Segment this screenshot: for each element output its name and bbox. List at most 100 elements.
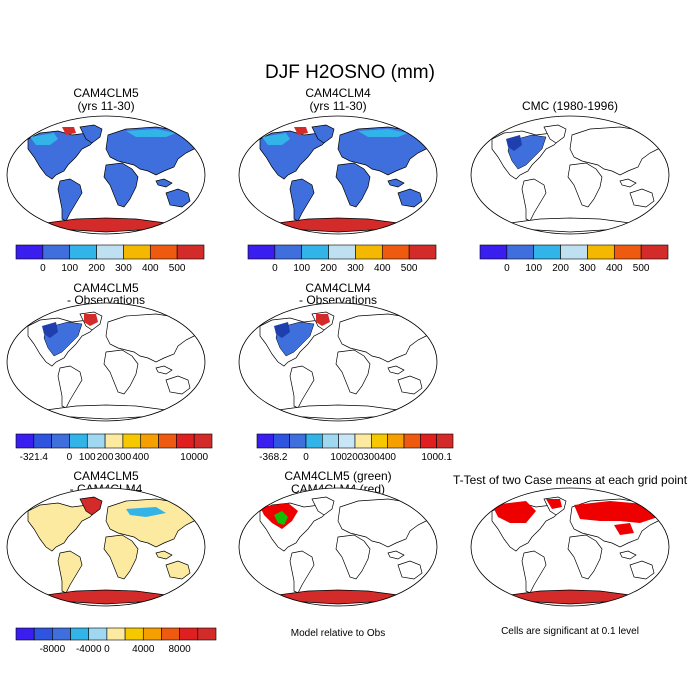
colorbar-label: 200 xyxy=(552,263,569,274)
colorbar-label: 100 xyxy=(330,452,347,463)
colorbar-label: 100 xyxy=(79,452,96,463)
significant-cells xyxy=(492,501,536,523)
snow-field-light xyxy=(358,129,408,137)
panel-subtitle: - Observations xyxy=(299,293,377,307)
map-content xyxy=(7,303,205,421)
colorbar-swatch xyxy=(33,627,53,641)
colorbar-swatch xyxy=(506,244,535,260)
panel-subtitle: (yrs 11-30) xyxy=(309,99,366,113)
colorbar-swatch xyxy=(123,244,151,260)
colorbar-swatch xyxy=(289,433,307,449)
colorbar-label: -4000 xyxy=(76,644,102,655)
map-content xyxy=(7,116,205,234)
colorbar-label: 100 xyxy=(61,263,78,274)
colorbar-swatch xyxy=(149,244,178,260)
colorbar-label: 300 xyxy=(347,263,364,274)
map-frame xyxy=(6,487,206,607)
colorbar-swatch xyxy=(587,244,615,260)
map-panel-p4: CAM4CLM5- Observations xyxy=(6,281,206,422)
map-panel-p7: CAM4CLM5- CAM4CLM4 xyxy=(6,469,206,607)
colorbar-swatch xyxy=(122,433,142,449)
colorbar-label: -368.2 xyxy=(259,452,288,463)
colorbar-label: 200 xyxy=(88,263,105,274)
colorbar-swatch xyxy=(69,433,88,449)
panel-title: T-Test of two Case means at each grid po… xyxy=(453,473,688,487)
colorbar-label: -8000 xyxy=(40,644,66,655)
colorbar-label: 10000 xyxy=(180,452,208,463)
panel-title: CAM4CLM5 (green) xyxy=(284,469,391,483)
snow-field-dense xyxy=(506,135,522,151)
map-content xyxy=(471,116,669,234)
map-frame xyxy=(238,115,438,235)
panel-subtitle: - Observations xyxy=(67,293,145,307)
colorbar-swatch xyxy=(371,433,388,449)
colorbar-label: 400 xyxy=(606,263,623,274)
colorbar-swatch xyxy=(15,433,35,449)
figure-title: DJF H2OSNO (mm) xyxy=(265,62,435,83)
colorbar-swatch xyxy=(420,433,437,449)
diff-negative xyxy=(126,507,166,517)
colorbar-label: 8000 xyxy=(169,644,192,655)
colorbar-abs: 0 100 200 300 400 500 xyxy=(479,244,669,274)
panel-title: CAM4CLM4 xyxy=(305,86,371,100)
map-panel-p8: CAM4CLM5 (green)CAM4CLM4 (red)Model rela… xyxy=(238,469,438,639)
significant-cells xyxy=(574,501,658,523)
colorbar-swatch xyxy=(305,433,323,449)
map-content xyxy=(239,488,437,606)
colorbar-label: 0 xyxy=(504,263,510,274)
map-content xyxy=(239,303,437,421)
colorbar-swatch xyxy=(96,244,124,260)
map-content xyxy=(239,116,437,234)
colorbar-swatch xyxy=(33,433,52,449)
colorbar-abs: 0 100 200 300 400 500 xyxy=(247,244,437,274)
panel-note: Model relative to Obs xyxy=(291,628,386,639)
colorbar-swatch xyxy=(86,433,106,449)
colorbar-swatch xyxy=(104,433,124,449)
colorbar-bias1: -321.4 0 100 200 300 400 10000 xyxy=(15,433,213,463)
colorbar-swatch xyxy=(355,244,383,260)
colorbar-swatch xyxy=(176,244,205,260)
map-panel-p1: CAM4CLM5(yrs 11-30) xyxy=(6,86,206,235)
colorbar-label: 0 xyxy=(67,452,73,463)
colorbar-swatch xyxy=(533,244,561,260)
colorbar-label: 100 xyxy=(293,263,310,274)
colorbar-swatch xyxy=(479,244,508,260)
colorbar-label: -321.4 xyxy=(20,452,49,463)
colorbar-label: 200 xyxy=(347,452,364,463)
colorbar-swatch xyxy=(15,627,35,641)
colorbar-swatch xyxy=(158,433,177,449)
snow-field-max xyxy=(62,127,76,135)
colorbar-label: 400 xyxy=(132,452,149,463)
colorbar-swatch xyxy=(42,244,71,260)
snow-field-light xyxy=(262,133,290,145)
colorbar-label: 300 xyxy=(115,452,132,463)
map-frame xyxy=(238,487,438,607)
colorbar-label: 1000.1 xyxy=(421,452,452,463)
colorbar-label: 500 xyxy=(633,263,650,274)
colorbar-swatch xyxy=(274,244,303,260)
colorbar-swatch xyxy=(15,244,44,260)
snow-field-light xyxy=(126,129,176,137)
colorbar-swatch xyxy=(140,433,159,449)
colorbar-swatch xyxy=(69,244,97,260)
colorbar-swatch xyxy=(256,433,274,449)
colorbar-swatch xyxy=(560,244,588,260)
colorbar-swatch xyxy=(436,433,454,449)
colorbar-label: 4000 xyxy=(132,644,155,655)
colorbar-swatch xyxy=(387,433,405,449)
colorbar-swatch xyxy=(51,433,70,449)
colorbar-swatch xyxy=(124,627,144,641)
colorbar-diff: -8000 -4000 0 4000 8000 xyxy=(15,627,217,655)
colorbar-swatch xyxy=(52,627,71,641)
panel-title: CMC (1980-1996) xyxy=(522,99,618,113)
colorbar-swatch xyxy=(328,244,356,260)
greenland-bias xyxy=(84,314,98,326)
colorbar-abs: 0 100 200 300 400 500 xyxy=(15,244,205,274)
colorbar-swatch xyxy=(273,433,290,449)
colorbar-swatch xyxy=(142,627,162,641)
map-frame xyxy=(470,487,670,607)
colorbar-label: 200 xyxy=(320,263,337,274)
colorbar-bias2: -368.2 0 100 200 300 400 1000.1 xyxy=(256,433,454,463)
map-frame xyxy=(6,302,206,422)
colorbar-label: 300 xyxy=(115,263,132,274)
